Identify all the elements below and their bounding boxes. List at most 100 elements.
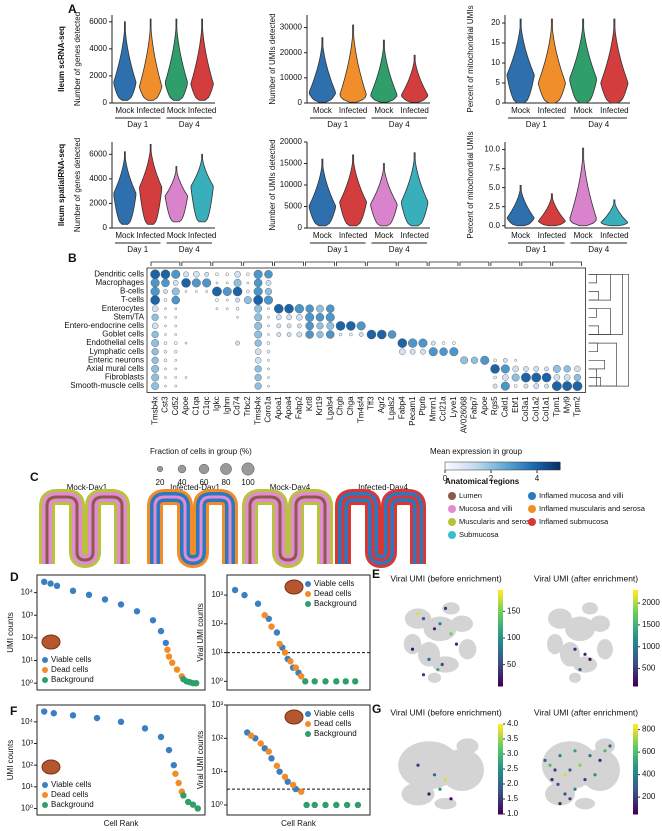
dot bbox=[163, 358, 168, 363]
dot bbox=[500, 364, 510, 374]
dot bbox=[531, 372, 542, 383]
cell-point bbox=[443, 778, 448, 782]
dot bbox=[163, 349, 168, 354]
cell-point bbox=[550, 778, 554, 782]
x-tick-label: Infected bbox=[400, 231, 428, 240]
dendrogram bbox=[588, 342, 617, 387]
colorbar-cell bbox=[498, 751, 503, 754]
colorbar-cell bbox=[498, 676, 503, 680]
cell-point bbox=[432, 773, 437, 777]
dot bbox=[184, 341, 188, 345]
point bbox=[289, 781, 297, 789]
point bbox=[50, 710, 57, 717]
x-tick-label: Mock bbox=[313, 231, 333, 240]
dot bbox=[254, 382, 262, 390]
legend-label: Dead cells bbox=[314, 719, 351, 728]
colorbar-cell bbox=[498, 630, 503, 634]
legend-marker bbox=[305, 581, 311, 587]
image-title: Infected-Day1 bbox=[170, 483, 220, 492]
gene-label: Apoa1 bbox=[274, 396, 283, 420]
point bbox=[303, 801, 310, 809]
colorbar-cell bbox=[633, 638, 638, 641]
dot bbox=[150, 269, 161, 280]
cell-cloud bbox=[545, 782, 575, 806]
colorbar-cell bbox=[498, 746, 503, 750]
point bbox=[169, 659, 176, 666]
dot bbox=[174, 367, 178, 371]
colorbar-cell bbox=[633, 726, 638, 729]
dot bbox=[172, 280, 179, 286]
colorbar-cell bbox=[554, 462, 558, 470]
image-title: Mock-Day1 bbox=[67, 483, 108, 492]
colorbar-cell bbox=[485, 462, 489, 470]
gene-label: Agr2 bbox=[377, 396, 386, 413]
row-label: Macrophages bbox=[96, 278, 144, 287]
y-tick-label: 5000 bbox=[284, 202, 302, 211]
cell-point bbox=[558, 754, 562, 758]
colorbar-cell bbox=[542, 462, 547, 470]
dot bbox=[202, 278, 212, 288]
legend-swatch bbox=[528, 505, 536, 513]
colorbar-cell bbox=[468, 462, 472, 470]
colorbar-tick-label: 200 bbox=[642, 792, 656, 801]
x-tick-label: Mock bbox=[511, 231, 531, 240]
dot bbox=[399, 348, 406, 355]
point bbox=[164, 646, 171, 653]
plot-frame bbox=[226, 574, 371, 691]
dot bbox=[297, 323, 302, 329]
colorbar-cell bbox=[633, 791, 638, 795]
group-bracket bbox=[212, 261, 243, 266]
colorbar-cell bbox=[633, 724, 638, 727]
row-label: Entero-endocrine cells bbox=[64, 321, 144, 330]
point bbox=[298, 673, 305, 680]
dot bbox=[263, 295, 273, 305]
violin bbox=[370, 163, 398, 227]
colorbar-cell bbox=[633, 728, 638, 732]
colorbar-cell bbox=[534, 462, 538, 470]
dot bbox=[225, 272, 229, 277]
cell-point bbox=[449, 632, 453, 636]
x-tick-label: Infected bbox=[339, 106, 367, 115]
dot bbox=[235, 297, 240, 303]
cell-cloud bbox=[451, 615, 473, 632]
colorbar-cell bbox=[498, 669, 503, 673]
y-tick-label: 0 bbox=[103, 98, 108, 107]
dot bbox=[366, 329, 377, 340]
cell-cloud bbox=[456, 738, 479, 754]
violin bbox=[569, 18, 597, 104]
dot bbox=[163, 289, 168, 294]
cell-point bbox=[583, 652, 587, 656]
violin bbox=[308, 158, 336, 227]
point bbox=[175, 779, 182, 787]
dot bbox=[254, 348, 262, 355]
cell-point bbox=[583, 778, 587, 782]
point bbox=[281, 649, 289, 656]
dot bbox=[171, 295, 180, 305]
dot bbox=[253, 287, 263, 296]
colorbar-cell bbox=[633, 798, 638, 801]
colorbar-tick-label: 150 bbox=[507, 606, 521, 615]
colorbar-cell bbox=[453, 462, 457, 470]
point bbox=[265, 748, 272, 755]
gene-label: Chgb bbox=[336, 396, 345, 416]
colorbar-cell bbox=[498, 724, 503, 727]
cell-point bbox=[578, 763, 582, 767]
colorbar-cell bbox=[531, 462, 535, 470]
colorbar-cell bbox=[498, 621, 503, 625]
dot bbox=[215, 272, 219, 277]
colorbar-cell bbox=[498, 789, 503, 792]
dot bbox=[215, 298, 219, 302]
dot bbox=[430, 340, 436, 346]
cell-point bbox=[421, 673, 426, 677]
cell-point bbox=[438, 622, 442, 626]
point bbox=[180, 792, 187, 799]
dot bbox=[428, 347, 438, 357]
cell-point bbox=[443, 606, 448, 611]
cell-point bbox=[556, 782, 560, 787]
y-tick-label: 10⁰ bbox=[21, 678, 33, 687]
group-label: Day 4 bbox=[588, 120, 609, 129]
cell-point bbox=[440, 662, 444, 667]
dot bbox=[286, 314, 292, 321]
x-tick-label: Mock bbox=[374, 106, 394, 115]
colorbar-cell bbox=[498, 728, 503, 732]
